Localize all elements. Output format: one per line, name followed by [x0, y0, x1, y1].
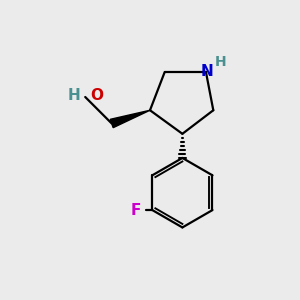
Text: N: N [201, 64, 214, 79]
Polygon shape [110, 110, 150, 128]
Text: H: H [214, 55, 226, 69]
Text: F: F [130, 202, 140, 217]
Text: H: H [67, 88, 80, 103]
Text: O: O [91, 88, 103, 103]
